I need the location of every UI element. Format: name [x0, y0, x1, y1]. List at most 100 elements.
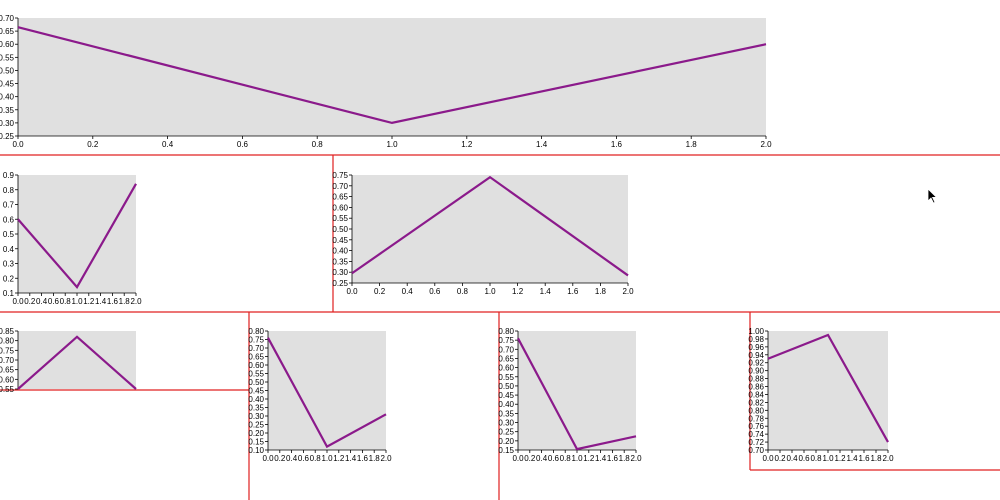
y-tick-label: 0.5 — [3, 230, 15, 239]
y-tick-label: 0.30 — [498, 419, 514, 428]
x-tick-label: 0.0 — [12, 140, 24, 149]
x-tick-label: 1.6 — [357, 454, 369, 463]
x-tick-label: 0.2 — [87, 140, 99, 149]
x-tick-label: 1.2 — [512, 287, 524, 296]
y-tick-label: 0.50 — [498, 382, 514, 391]
y-tick-label: 0.55 — [248, 370, 264, 379]
y-tick-label: 0.40 — [0, 93, 15, 102]
series-line — [267, 337, 387, 449]
y-tick-label: 0.25 — [498, 428, 514, 437]
x-tick-label: 1.2 — [461, 140, 473, 149]
x-tick-label: 0.8 — [60, 297, 72, 306]
y-tick-label: 0.45 — [248, 387, 264, 396]
y-tick-label: 1.00 — [748, 327, 764, 336]
x-tick-label: 0.2 — [374, 287, 386, 296]
y-tick-label: 0.65 — [332, 193, 348, 202]
y-tick-label: 0.35 — [332, 257, 348, 266]
y-tick-label: 0.15 — [248, 438, 264, 447]
x-tick-label: 0.8 — [310, 454, 322, 463]
x-tick-label: 1.4 — [95, 297, 107, 306]
y-tick-label: 0.90 — [748, 367, 764, 376]
y-tick-label: 0.30 — [248, 412, 264, 421]
y-tick-label: 0.80 — [498, 327, 514, 336]
y-tick-label: 0.80 — [748, 406, 764, 415]
y-tick-label: 0.8 — [3, 186, 15, 195]
series-line — [17, 183, 137, 289]
y-tick-label: 0.25 — [248, 421, 264, 430]
x-tick-label: 1.6 — [607, 454, 619, 463]
y-tick-label: 0.76 — [748, 422, 764, 431]
x-tick-label: 0.0 — [346, 287, 358, 296]
y-tick-label: 0.10 — [248, 446, 264, 455]
x-tick-label: 2.0 — [380, 454, 392, 463]
line-chart-4: 0.550.600.650.700.750.800.85 — [0, 327, 137, 394]
x-tick-label: 1.0 — [71, 297, 83, 306]
y-tick-label: 0.40 — [248, 395, 264, 404]
y-tick-label: 0.70 — [332, 182, 348, 191]
x-tick-label: 1.4 — [540, 287, 552, 296]
line-chart-7: 0.700.720.740.760.780.800.820.840.860.88… — [748, 327, 894, 463]
plot-background — [518, 331, 636, 450]
y-tick-label: 0.55 — [332, 214, 348, 223]
x-tick-label: 0.8 — [560, 454, 572, 463]
x-tick-label: 0.4 — [536, 454, 548, 463]
y-tick-label: 0.70 — [748, 446, 764, 455]
x-tick-label: 1.8 — [619, 454, 631, 463]
mouse-pointer-icon — [927, 188, 938, 204]
y-tick-label: 0.65 — [0, 366, 15, 375]
y-tick-label: 0.80 — [0, 337, 15, 346]
series-line — [767, 333, 889, 443]
y-tick-label: 0.86 — [748, 383, 764, 392]
y-tick-label: 0.88 — [748, 375, 764, 384]
y-tick-label: 0.40 — [332, 247, 348, 256]
y-tick-label: 0.20 — [498, 437, 514, 446]
plot-background — [768, 331, 888, 450]
y-tick-label: 0.15 — [498, 446, 514, 455]
line-chart-1: 0.25 0.30 0.35 0.40 0.45 0.50 0.55 0.60 0.65 0.70… — [0, 14, 772, 149]
x-tick-label: 1.0 — [822, 454, 834, 463]
y-tick-label: 0.75 — [498, 336, 514, 345]
y-tick-label: 0.4 — [3, 245, 15, 254]
x-tick-label: 0.6 — [548, 454, 560, 463]
x-tick-label: 1.8 — [870, 454, 882, 463]
y-tick-label: 0.1 — [3, 289, 15, 298]
y-tick-label: 0.75 — [332, 171, 348, 180]
x-tick-label: 0.8 — [810, 454, 822, 463]
x-tick-label: 1.2 — [583, 454, 595, 463]
y-tick-label: 0.72 — [748, 438, 764, 447]
x-tick-label: 1.4 — [345, 454, 357, 463]
y-tick-label: 0.70 — [0, 14, 15, 23]
x-tick-label: 1.6 — [567, 287, 579, 296]
y-tick-label: 0.96 — [748, 343, 764, 352]
y-tick-label: 0.50 — [332, 225, 348, 234]
y-tick-label: 0.70 — [0, 356, 15, 365]
y-tick-label: 0.70 — [248, 344, 264, 353]
y-tick-label: 0.92 — [748, 359, 764, 368]
x-tick-label: 0.4 — [286, 454, 298, 463]
x-tick-label: 1.6 — [107, 297, 119, 306]
y-tick-label: 0.9 — [3, 171, 15, 180]
y-tick-label: 0.60 — [498, 364, 514, 373]
y-tick-label: 0.20 — [248, 429, 264, 438]
y-tick-label: 0.55 — [498, 373, 514, 382]
x-tick-label: 0.6 — [48, 297, 60, 306]
y-tick-label: 0.65 — [0, 27, 15, 36]
x-tick-label: 0.6 — [429, 287, 441, 296]
x-tick-label: 0.2 — [24, 297, 36, 306]
plot-background — [18, 331, 136, 389]
x-tick-label: 1.2 — [333, 454, 345, 463]
y-tick-label: 0.2 — [3, 274, 15, 283]
x-tick-label: 0.0 — [512, 454, 524, 463]
y-tick-label: 0.30 — [332, 268, 348, 277]
x-tick-label: 0.2 — [524, 454, 536, 463]
x-tick-label: 2.0 — [622, 287, 634, 296]
x-tick-label: 1.0 — [484, 287, 496, 296]
y-tick-label: 0.25 — [0, 132, 15, 141]
y-tick-label: 0.84 — [748, 390, 764, 399]
y-tick-label: 0.50 — [248, 378, 264, 387]
x-tick-label: 0.8 — [312, 140, 324, 149]
y-tick-label: 0.80 — [248, 327, 264, 336]
x-tick-label: 1.4 — [846, 454, 858, 463]
x-tick-label: 0.4 — [162, 140, 174, 149]
x-tick-label: 1.4 — [595, 454, 607, 463]
